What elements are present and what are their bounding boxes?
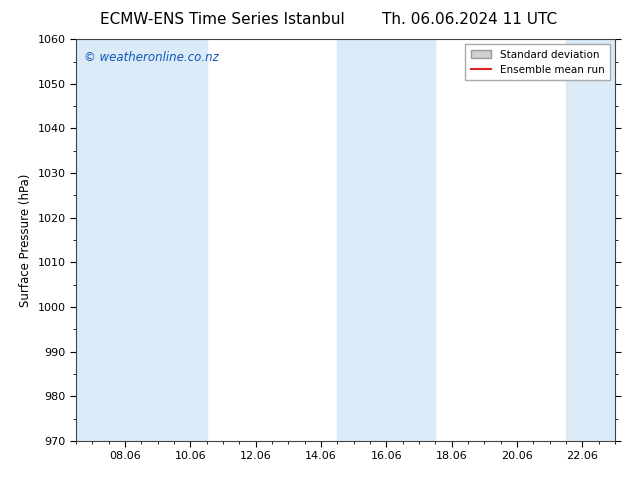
Text: © weatheronline.co.nz: © weatheronline.co.nz [84,51,219,64]
Bar [76,39,207,441]
Y-axis label: Surface Pressure (hPa): Surface Pressure (hPa) [19,173,32,307]
Text: ECMW-ENS Time Series Istanbul: ECMW-ENS Time Series Istanbul [100,12,344,27]
Text: Th. 06.06.2024 11 UTC: Th. 06.06.2024 11 UTC [382,12,557,27]
Bar [566,39,615,441]
Bar [337,39,436,441]
Legend: Standard deviation, Ensemble mean run: Standard deviation, Ensemble mean run [465,45,610,80]
